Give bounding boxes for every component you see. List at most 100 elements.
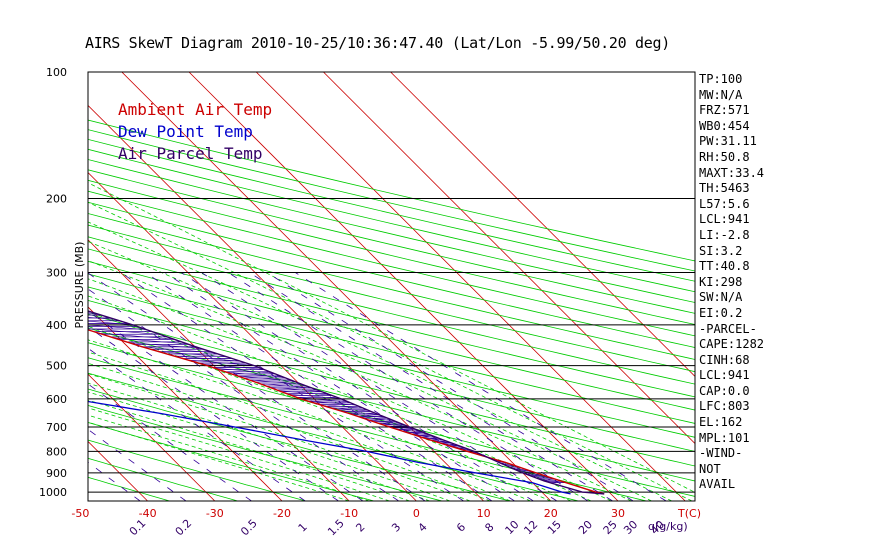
cape-hatch-diagonal — [297, 397, 349, 403]
cape-hatch-diagonal — [0, 290, 45, 298]
dry-adiabat-line — [88, 273, 695, 424]
mixing-ratio-line — [120, 272, 464, 501]
dry-adiabat-line — [88, 119, 695, 262]
stat-item: MW:N/A — [699, 87, 743, 102]
pressure-tick-label-400: 400 — [46, 319, 67, 332]
cape-hatch-diagonal — [113, 337, 188, 345]
moist-adiabat-line — [88, 362, 491, 501]
isotherm-line — [188, 72, 619, 501]
legend-air-parcel-temp: Air Parcel Temp — [118, 144, 263, 163]
cape-hatch-diagonal — [0, 277, 10, 285]
mixing-ratio-unit: q(g/kg) — [648, 520, 688, 533]
moist-adiabat-line — [88, 351, 511, 501]
cape-hatch-diagonal — [0, 302, 81, 309]
bottom-temp-tick-20: 20 — [544, 507, 558, 520]
mixing-ratio-label: 3 — [389, 520, 403, 534]
stat-item: LI:-2.8 — [699, 227, 750, 242]
stat-item: CAP:0.0 — [699, 383, 750, 398]
stability-indices-panel: TP:100 MW:N/A FRZ:571 WB0:454 PW:31.11 RH:50.… — [699, 72, 764, 493]
dry-adiabat-line — [88, 405, 443, 501]
isotherm-line — [390, 72, 695, 377]
stat-item: PW:31.11 — [699, 134, 757, 149]
pressure-tick-label-200: 200 — [46, 192, 67, 205]
stat-item: NOT — [699, 461, 721, 476]
dry-adiabat-line — [88, 179, 695, 325]
mixing-ratio-line — [180, 272, 534, 501]
mixing-ratio-label: 12 — [521, 518, 540, 537]
moist-adiabat-line — [88, 421, 350, 501]
cape-hatch-diagonal — [128, 342, 201, 349]
cape-hatch-diagonal — [158, 351, 228, 358]
cape-hatch-diagonal — [88, 320, 132, 325]
dry-adiabat-line — [88, 260, 695, 411]
moist-adiabat-line — [88, 414, 370, 501]
legend-ambient-air-temp: Ambient Air Temp — [118, 100, 273, 119]
cape-hatch-diagonal — [0, 296, 63, 303]
bottom-temp-tick--40: -40 — [139, 507, 157, 520]
dry-adiabat-line — [88, 342, 695, 497]
mixing-ratio-line — [88, 310, 364, 501]
stat-item: LCL:941 — [699, 368, 750, 383]
series-ambient-line — [88, 329, 605, 495]
mixing-ratio-label: 30 — [621, 518, 640, 537]
mixing-ratio-label: 10 — [503, 518, 522, 537]
bottom-temp-tick--30: -30 — [206, 507, 224, 520]
stat-item: LCL:941 — [699, 212, 750, 227]
dry-adiabat-line — [88, 299, 695, 452]
dry-adiabat-line — [88, 201, 695, 348]
moist-adiabat-line — [88, 399, 410, 501]
pressure-tick-label-900: 900 — [46, 467, 67, 480]
cape-hatch-diagonal — [368, 419, 402, 424]
mixing-ratio-label: 15 — [545, 518, 564, 537]
cape-hatch-diagonal — [202, 363, 264, 370]
mixing-ratio-label: 0.2 — [173, 517, 195, 539]
pressure-tick-label-700: 700 — [46, 421, 67, 434]
stat-item: MAXT:33.4 — [699, 165, 765, 180]
dry-adiabat-line — [88, 439, 307, 501]
y-axis-label: PRESSURE (MB) — [73, 242, 86, 329]
mixing-ratio-line — [88, 383, 252, 501]
series-parcel-line — [88, 310, 605, 495]
cape-hatch-diagonal — [226, 371, 284, 378]
mixing-ratio-line — [88, 461, 141, 501]
isotherm-line — [255, 72, 686, 501]
series-dewpoint-line — [88, 400, 571, 495]
stat-item: -PARCEL- — [699, 321, 757, 336]
cape-hatch-diagonal — [318, 403, 364, 409]
cape-hatch-diagonal — [359, 416, 394, 421]
stat-item: MPL:101 — [699, 430, 750, 445]
isotherm-line — [0, 72, 80, 501]
dry-adiabat-line — [88, 224, 695, 373]
plot-area — [0, 72, 695, 501]
cape-hatch-diagonal — [237, 375, 293, 382]
mixing-ratio-label: 4 — [416, 520, 430, 534]
mixing-ratio-line — [266, 272, 634, 501]
stat-item: TP:100 — [699, 72, 743, 86]
mixing-ratio-line — [88, 288, 399, 501]
stat-item: WB0:454 — [699, 118, 750, 133]
cape-hatch-diagonal — [278, 390, 331, 396]
dry-adiabat-line — [88, 159, 695, 303]
legend-dew-point-temp: Dew Point Temp — [118, 122, 253, 141]
cape-hatch-diagonal — [187, 359, 254, 366]
stat-item: L57:5.6 — [699, 196, 750, 211]
cape-hatch-diagonal — [339, 410, 379, 415]
dry-adiabat-line — [88, 138, 695, 282]
cape-hatch-diagonal — [394, 428, 424, 433]
dry-adiabat-line — [88, 248, 695, 398]
mixing-ratio-label: 25 — [601, 518, 620, 537]
pressure-tick-label-500: 500 — [46, 360, 67, 373]
stat-item: -WIND- — [699, 446, 743, 461]
cape-hatch-diagonal — [88, 324, 147, 330]
dry-adiabat-line — [88, 190, 695, 337]
cape-hatch-diagonal — [259, 383, 313, 389]
cape-hatch-diagonal — [307, 400, 356, 406]
cape-hatch-diagonal — [143, 346, 215, 354]
mixing-ratio-label: 6 — [454, 520, 468, 534]
cape-hatch-diagonal — [98, 332, 174, 340]
cape-hatch-diagonal — [533, 473, 540, 478]
stat-item: EL:162 — [699, 415, 743, 430]
stat-item: AVAIL — [699, 477, 736, 492]
pressure-tick-label-100: 100 — [46, 66, 67, 79]
